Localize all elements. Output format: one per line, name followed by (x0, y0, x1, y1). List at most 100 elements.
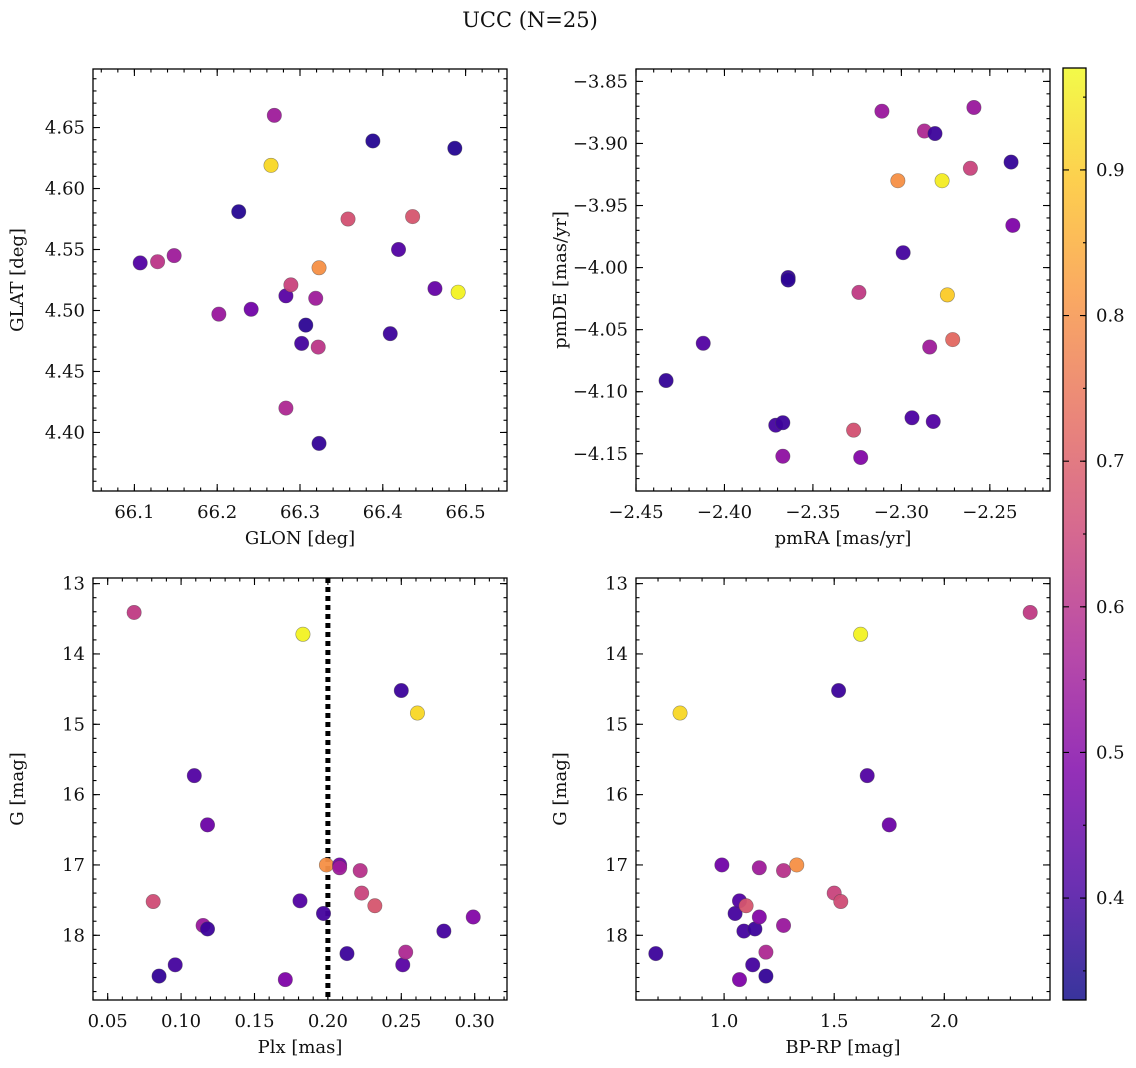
scatter-point (211, 306, 227, 322)
scatter-point (1003, 154, 1019, 170)
panel-bprp-g: 1.0 1.5 2.0 13 14 15 16 17 18 BP-RP [mag] G [mag] (550, 574, 1051, 1058)
scatter-point (714, 857, 730, 873)
x-tick-label: 0.10 (161, 1011, 201, 1032)
scatter-point (405, 209, 421, 225)
scatter-point (450, 284, 466, 300)
colorbar-gradient (1063, 68, 1086, 1000)
colorbar-tick-label: 0.7 (1096, 451, 1125, 472)
scatter-point (315, 905, 331, 921)
scatter-point (904, 410, 920, 426)
x-tick-label: 0.25 (381, 1011, 421, 1032)
scatter-point (295, 626, 311, 642)
scatter-point (382, 326, 398, 342)
y-tick-label: −4.10 (573, 382, 628, 403)
y-tick-label: 15 (62, 714, 85, 735)
scatter-point (853, 626, 869, 642)
x-tick-label: 66.4 (363, 502, 403, 523)
scatter-point (881, 817, 897, 833)
y-tick-label: 16 (62, 785, 85, 806)
plot-frame (635, 577, 1051, 1001)
scatter-point (859, 768, 875, 784)
scatter-point (311, 435, 327, 451)
scatter-point (200, 817, 216, 833)
x-tick-label: −2.25 (962, 502, 1017, 523)
scatter-point (939, 287, 955, 303)
scatter-point (945, 332, 961, 348)
y-axis-label: GLAT [deg] (7, 228, 28, 332)
scatter-point (308, 290, 324, 306)
scatter-point (895, 245, 911, 261)
scatter-point (409, 705, 425, 721)
x-tick-label: 2.0 (930, 1011, 959, 1032)
colorbar-tick-label: 0.6 (1096, 597, 1125, 618)
y-tick-label: 17 (605, 855, 628, 876)
scatter-point (352, 863, 368, 879)
colorbar: 0.4 0.5 0.6 0.7 0.8 0.9 (1062, 67, 1125, 1001)
scatter-point (310, 339, 326, 355)
scatter-point (298, 317, 314, 333)
figure-title: UCC (N=25) (462, 8, 598, 32)
y-tick-label: 13 (605, 574, 628, 595)
scatter-point (231, 204, 247, 220)
scatter-point (751, 909, 767, 925)
scatter-point (365, 133, 381, 149)
scatter-point (672, 705, 688, 721)
scatter-point (934, 173, 950, 189)
x-axis-label: GLON [deg] (245, 528, 355, 549)
y-tick-label: 4.55 (45, 240, 85, 261)
scatter-point (853, 449, 869, 465)
scatter-point (922, 339, 938, 355)
panel-plx-g: 0.05 0.10 0.15 0.20 0.25 0.30 13 14 15 16 17 18 Plx … (7, 574, 508, 1058)
y-tick-label: 14 (62, 644, 85, 665)
y-tick-label: 4.60 (45, 179, 85, 200)
scatter-point (151, 968, 167, 984)
y-tick-label: −4.05 (573, 320, 628, 341)
y-tick-label: −3.90 (573, 133, 628, 154)
scatter-point (200, 921, 216, 937)
x-tick-label: 66.1 (114, 502, 154, 523)
scatter-point (427, 281, 443, 297)
y-tick-label: 18 (62, 925, 85, 946)
x-tick-label: 0.20 (308, 1011, 348, 1032)
y-tick-label: 14 (605, 644, 628, 665)
x-axis-label: pmRA [mas/yr] (775, 528, 912, 549)
x-tick-label: 1.5 (820, 1011, 849, 1032)
scatter-point (311, 260, 327, 276)
scatter-point (243, 301, 259, 317)
x-tick-label: 0.30 (455, 1011, 495, 1032)
scatter-point (966, 99, 982, 115)
y-tick-label: 15 (605, 714, 628, 735)
y-tick-label: 4.65 (45, 118, 85, 139)
scatter-point (150, 254, 166, 270)
scatter-point (391, 242, 407, 258)
scatter-point (658, 373, 674, 389)
y-axis-label: G [mag] (7, 752, 28, 825)
scatter-point (789, 857, 805, 873)
y-tick-label: 18 (605, 925, 628, 946)
scatter-point (367, 898, 383, 914)
scatter-point (751, 860, 767, 876)
scatter-point (263, 157, 279, 173)
y-tick-label: −3.85 (573, 71, 628, 92)
colorbar-tick-label: 0.5 (1096, 742, 1125, 763)
scatter-point (145, 894, 161, 910)
y-tick-label: 4.50 (45, 300, 85, 321)
y-tick-label: −4.00 (573, 258, 628, 279)
scatter-point (738, 898, 754, 914)
x-tick-label: −2.30 (874, 502, 929, 523)
scatter-point (132, 255, 148, 271)
scatter-point (925, 413, 941, 429)
scatter-point (393, 683, 409, 699)
x-tick-label: −2.40 (697, 502, 752, 523)
colorbar-tick-label: 0.8 (1096, 306, 1125, 327)
y-axis-label: pmDE [mas/yr] (550, 211, 571, 349)
y-tick-label: −4.15 (573, 444, 628, 465)
scatter-point (927, 126, 943, 142)
scatter-point (318, 857, 334, 873)
x-tick-label: 66.3 (280, 502, 320, 523)
scatter-point (695, 335, 711, 351)
x-tick-label: 66.5 (446, 502, 486, 523)
scatter-point (775, 415, 791, 431)
scatter-point (648, 946, 664, 962)
y-tick-label: 4.45 (45, 361, 85, 382)
